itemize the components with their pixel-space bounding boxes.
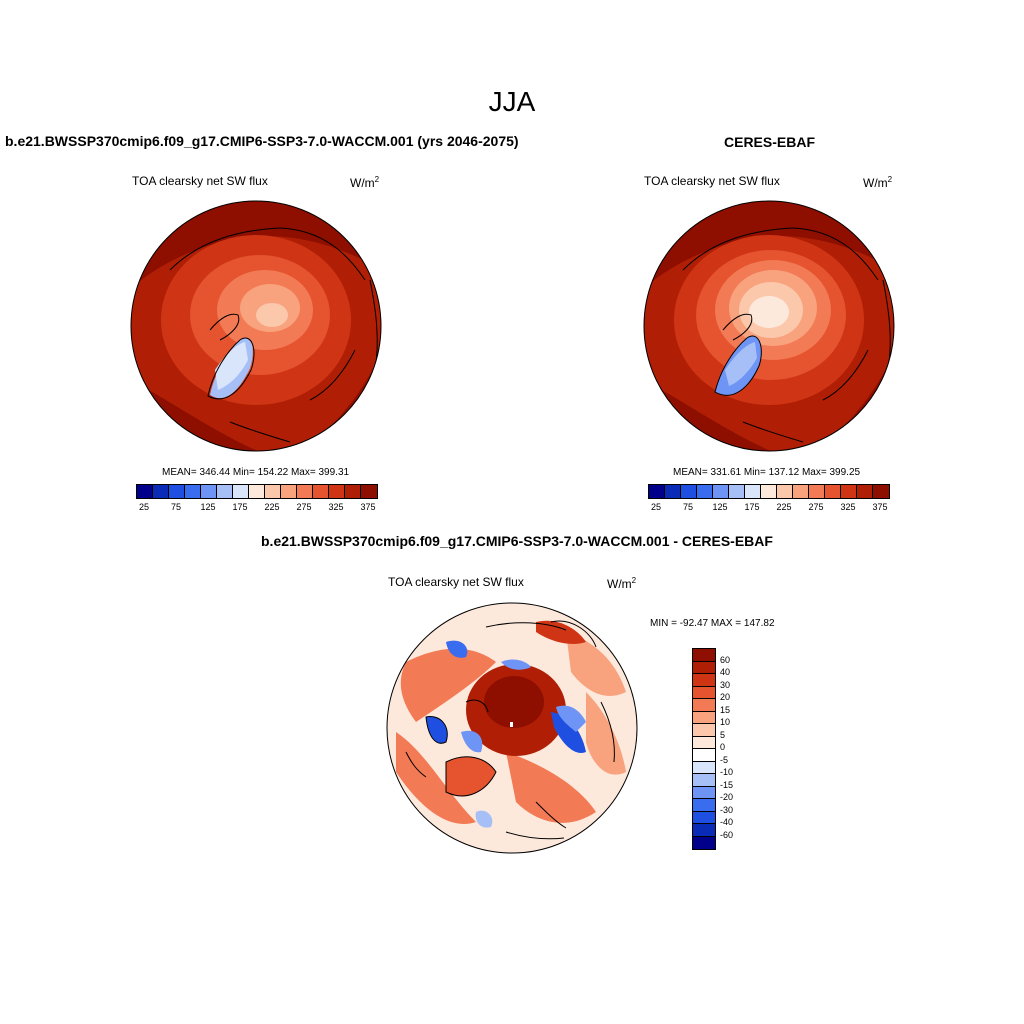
- colorbar-tick-label: 60: [720, 654, 731, 665]
- colorbar-swatch: [313, 485, 329, 498]
- colorbar-tick-label: 75: [170, 502, 181, 512]
- colorbar-swatch: [329, 485, 345, 498]
- colorbar-tick-label: 125: [200, 502, 216, 512]
- colorbar-swatch: [281, 485, 297, 498]
- colorbar-tick-label: 225: [264, 502, 280, 512]
- panel1-units: W/m2: [350, 175, 380, 190]
- colorbar-swatch: [693, 661, 715, 674]
- colorbar-swatch: [693, 736, 715, 749]
- colorbar-swatch: [693, 774, 715, 787]
- colorbar-tick-label: -40: [720, 817, 734, 827]
- colorbar-tick-label: 325: [328, 502, 344, 512]
- colorbar-swatch: [233, 485, 249, 498]
- colorbar-tick-label: 25: [138, 502, 149, 512]
- colorbar-tick-label: -5: [720, 754, 729, 765]
- colorbar-tick-label: 275: [808, 502, 824, 512]
- panel1-colorbar: [136, 484, 378, 499]
- colorbar-swatch: [873, 485, 889, 498]
- colorbar-tick-label: 325: [840, 502, 856, 512]
- panel3-colorbar: [692, 648, 716, 850]
- colorbar-tick-label: 225: [776, 502, 792, 512]
- colorbar-swatch: [693, 799, 715, 812]
- colorbar-tick-label: -60: [720, 829, 734, 840]
- colorbar-swatch: [745, 485, 761, 498]
- panel1-stats: MEAN= 346.44 Min= 154.22 Max= 399.31: [162, 467, 350, 478]
- colorbar-tick-label: 25: [650, 502, 661, 512]
- colorbar-swatch: [777, 485, 793, 498]
- colorbar-tick-label: 125: [712, 502, 728, 512]
- panel2-colorbar: [648, 484, 890, 499]
- colorbar-tick-label: 5: [720, 729, 726, 740]
- panel3-stats: MIN = -92.47 MAX = 147.82: [650, 618, 775, 629]
- colorbar-swatch: [693, 699, 715, 712]
- colorbar-swatch: [857, 485, 873, 498]
- panel2-units: W/m2: [863, 175, 893, 190]
- colorbar-swatch: [693, 674, 715, 687]
- colorbar-swatch: [713, 485, 729, 498]
- colorbar-tick-label: -15: [720, 779, 734, 790]
- colorbar-swatch: [185, 485, 201, 498]
- panel3-variable-title: TOA clearsky net SW flux: [388, 575, 524, 589]
- colorbar-swatch: [697, 485, 713, 498]
- colorbar-swatch: [361, 485, 377, 498]
- colorbar-tick-label: 175: [744, 502, 760, 512]
- colorbar-swatch: [693, 761, 715, 774]
- panel1-variable-title: TOA clearsky net SW flux: [132, 174, 268, 188]
- colorbar-tick-label: -20: [720, 792, 734, 802]
- colorbar-swatch: [249, 485, 265, 498]
- panel2-variable-title: TOA clearsky net SW flux: [644, 174, 780, 188]
- panel1-case-title: b.e21.BWSSP370cmip6.f09_g17.CMIP6-SSP3-7…: [5, 133, 519, 149]
- colorbar-swatch: [693, 711, 715, 724]
- colorbar-tick-label: 375: [872, 502, 888, 512]
- colorbar-tick-label: 15: [720, 704, 731, 715]
- colorbar-swatch: [693, 786, 715, 799]
- colorbar-tick-label: 175: [232, 502, 248, 512]
- colorbar-swatch: [761, 485, 777, 498]
- figure-title: JJA: [488, 86, 536, 117]
- colorbar-swatch: [201, 485, 217, 498]
- colorbar-swatch: [137, 485, 153, 498]
- colorbar-tick-label: -10: [720, 767, 734, 777]
- panel2-stats: MEAN= 331.61 Min= 137.12 Max= 399.25: [673, 467, 861, 478]
- colorbar-swatch: [841, 485, 857, 498]
- colorbar-swatch: [297, 485, 313, 498]
- panel3-units: W/m2: [607, 576, 637, 591]
- colorbar-tick-label: 0: [720, 742, 726, 752]
- colorbar-tick-label: 75: [682, 502, 693, 512]
- colorbar-swatch: [169, 485, 185, 498]
- colorbar-swatch: [793, 485, 809, 498]
- colorbar-swatch: [693, 649, 715, 662]
- colorbar-tick-label: 20: [720, 692, 731, 702]
- panel3-polar-map: [386, 602, 638, 854]
- colorbar-swatch: [153, 485, 169, 498]
- colorbar-swatch: [681, 485, 697, 498]
- colorbar-swatch: [693, 811, 715, 824]
- panel2-case-title: CERES-EBAF: [724, 134, 816, 150]
- colorbar-tick-label: 275: [296, 502, 312, 512]
- colorbar-swatch: [345, 485, 361, 498]
- panel2-polar-map: [643, 200, 895, 452]
- panel1-polar-map: [130, 200, 382, 452]
- colorbar-swatch: [693, 686, 715, 699]
- colorbar-swatch: [649, 485, 665, 498]
- colorbar-swatch: [693, 824, 715, 837]
- colorbar-tick-label: 30: [720, 679, 731, 690]
- colorbar-swatch: [265, 485, 281, 498]
- colorbar-tick-label: 40: [720, 667, 731, 677]
- colorbar-swatch: [665, 485, 681, 498]
- colorbar-swatch: [825, 485, 841, 498]
- colorbar-tick-label: -30: [720, 804, 734, 815]
- colorbar-swatch: [217, 485, 233, 498]
- colorbar-swatch: [693, 749, 715, 762]
- colorbar-swatch: [693, 836, 715, 849]
- colorbar-swatch: [729, 485, 745, 498]
- colorbar-tick-label: 10: [720, 717, 731, 727]
- colorbar-swatch: [809, 485, 825, 498]
- panel3-case-title: b.e21.BWSSP370cmip6.f09_g17.CMIP6-SSP3-7…: [261, 533, 773, 549]
- colorbar-tick-label: 375: [360, 502, 376, 512]
- colorbar-swatch: [693, 724, 715, 737]
